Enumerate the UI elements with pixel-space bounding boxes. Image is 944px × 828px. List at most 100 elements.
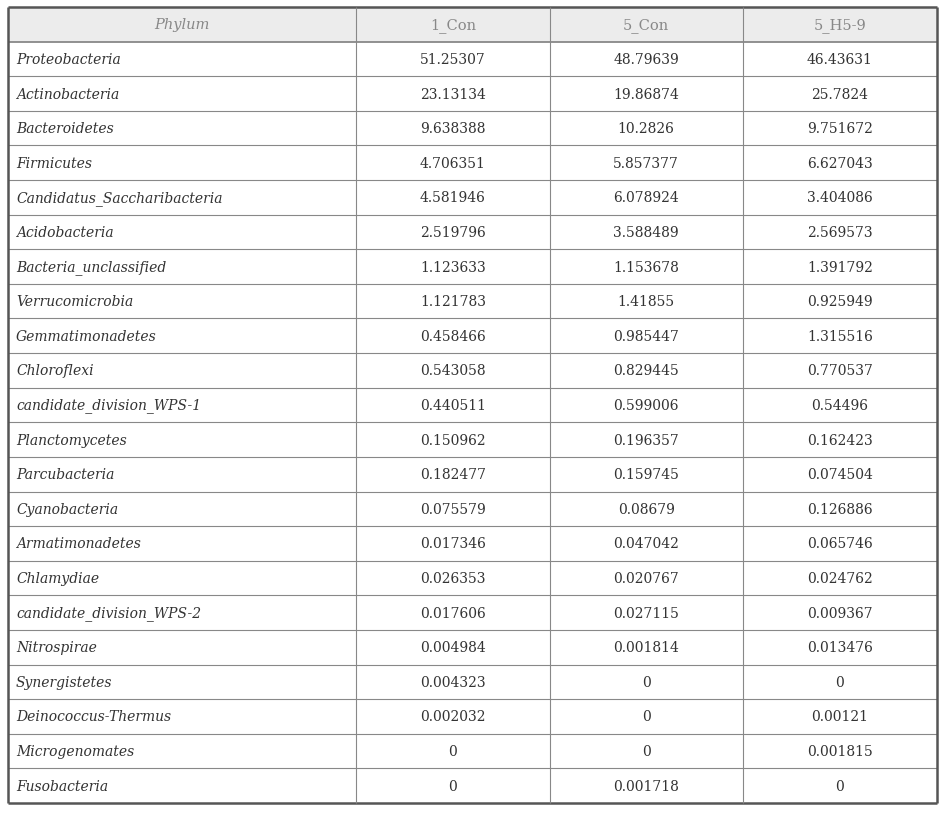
Text: 1.41855: 1.41855 <box>617 295 674 309</box>
Text: 0.150962: 0.150962 <box>420 433 485 447</box>
Bar <box>8 665 936 700</box>
Text: 46.43631: 46.43631 <box>806 53 872 67</box>
Text: 0.075579: 0.075579 <box>420 503 485 516</box>
Text: 0.001814: 0.001814 <box>613 641 679 654</box>
Bar <box>8 700 936 734</box>
Text: 3.404086: 3.404086 <box>806 191 872 205</box>
Text: 0.440511: 0.440511 <box>419 398 485 412</box>
Bar <box>8 112 936 147</box>
Text: 48.79639: 48.79639 <box>613 53 679 67</box>
Text: Phylum: Phylum <box>154 18 210 32</box>
Text: Acidobacteria: Acidobacteria <box>16 226 113 239</box>
Text: 5_Con: 5_Con <box>622 18 668 32</box>
Text: 9.751672: 9.751672 <box>806 122 872 136</box>
Text: 0: 0 <box>448 779 457 792</box>
Bar <box>8 768 936 803</box>
Bar <box>8 8 936 42</box>
Text: 10.2826: 10.2826 <box>617 122 674 136</box>
Bar <box>8 423 936 457</box>
Bar <box>8 388 936 423</box>
Bar <box>8 147 936 181</box>
Bar <box>8 354 936 388</box>
Text: 0.543058: 0.543058 <box>420 364 485 378</box>
Bar <box>8 215 936 250</box>
Text: 0.026353: 0.026353 <box>420 571 485 585</box>
Bar <box>8 250 936 285</box>
Text: 1.391792: 1.391792 <box>806 260 872 274</box>
Text: Bacteria_unclassified: Bacteria_unclassified <box>16 260 166 275</box>
Bar <box>8 492 936 527</box>
Text: 0.985447: 0.985447 <box>613 330 679 344</box>
Text: Microgenomates: Microgenomates <box>16 744 134 758</box>
Text: 0.017606: 0.017606 <box>420 606 485 620</box>
Bar <box>8 181 936 215</box>
Text: 0.162423: 0.162423 <box>806 433 872 447</box>
Text: 6.078924: 6.078924 <box>613 191 679 205</box>
Text: 0.074504: 0.074504 <box>806 468 872 482</box>
Text: 2.519796: 2.519796 <box>420 226 485 239</box>
Text: 0.458466: 0.458466 <box>420 330 485 344</box>
Text: Bacteroidetes: Bacteroidetes <box>16 122 113 136</box>
Bar <box>8 630 936 665</box>
Text: 6.627043: 6.627043 <box>806 156 872 171</box>
Text: Proteobacteria: Proteobacteria <box>16 53 121 67</box>
Text: 0.159745: 0.159745 <box>613 468 679 482</box>
Text: 0: 0 <box>641 710 649 724</box>
Text: 0: 0 <box>834 675 843 689</box>
Text: 1.315516: 1.315516 <box>806 330 872 344</box>
Text: Nitrospirae: Nitrospirae <box>16 641 97 654</box>
Bar <box>8 77 936 112</box>
Text: 4.581946: 4.581946 <box>420 191 485 205</box>
Text: Chloroflexi: Chloroflexi <box>16 364 93 378</box>
Text: 1.153678: 1.153678 <box>613 260 679 274</box>
Bar <box>8 561 936 595</box>
Text: 0.00121: 0.00121 <box>811 710 868 724</box>
Text: Parcubacteria: Parcubacteria <box>16 468 114 482</box>
Text: 19.86874: 19.86874 <box>613 88 679 101</box>
Text: 3.588489: 3.588489 <box>613 226 679 239</box>
Text: candidate_division_WPS-1: candidate_division_WPS-1 <box>16 398 201 413</box>
Text: 0.024762: 0.024762 <box>806 571 872 585</box>
Bar <box>8 285 936 319</box>
Text: Synergistetes: Synergistetes <box>16 675 112 689</box>
Text: 4.706351: 4.706351 <box>420 156 485 171</box>
Text: 1_Con: 1_Con <box>430 18 476 32</box>
Text: 0.001815: 0.001815 <box>806 744 872 758</box>
Text: Chlamydiae: Chlamydiae <box>16 571 99 585</box>
Text: 0: 0 <box>834 779 843 792</box>
Text: Gemmatimonadetes: Gemmatimonadetes <box>16 330 157 344</box>
Bar <box>8 734 936 768</box>
Text: 23.13134: 23.13134 <box>420 88 485 101</box>
Text: 0.002032: 0.002032 <box>420 710 485 724</box>
Text: 0.770537: 0.770537 <box>806 364 872 378</box>
Text: 2.569573: 2.569573 <box>806 226 872 239</box>
Text: Verrucomicrobia: Verrucomicrobia <box>16 295 133 309</box>
Bar <box>8 42 936 77</box>
Text: 0.004323: 0.004323 <box>420 675 485 689</box>
Text: 0: 0 <box>448 744 457 758</box>
Text: 0.001718: 0.001718 <box>613 779 679 792</box>
Text: 0.925949: 0.925949 <box>806 295 872 309</box>
Text: 0.020767: 0.020767 <box>613 571 679 585</box>
Text: 0.599006: 0.599006 <box>613 398 678 412</box>
Text: 0.004984: 0.004984 <box>420 641 485 654</box>
Text: 25.7824: 25.7824 <box>811 88 868 101</box>
Text: Cyanobacteria: Cyanobacteria <box>16 503 118 516</box>
Text: Planctomycetes: Planctomycetes <box>16 433 126 447</box>
Text: 0.126886: 0.126886 <box>806 503 872 516</box>
Text: candidate_division_WPS-2: candidate_division_WPS-2 <box>16 605 201 620</box>
Text: 0: 0 <box>641 744 649 758</box>
Text: Armatimonadetes: Armatimonadetes <box>16 537 141 551</box>
Text: Firmicutes: Firmicutes <box>16 156 92 171</box>
Text: 0.013476: 0.013476 <box>806 641 872 654</box>
Text: 0.065746: 0.065746 <box>806 537 872 551</box>
Text: 0.54496: 0.54496 <box>811 398 868 412</box>
Text: Deinococcus-Thermus: Deinococcus-Thermus <box>16 710 171 724</box>
Text: Candidatus_Saccharibacteria: Candidatus_Saccharibacteria <box>16 190 222 205</box>
Bar <box>8 457 936 492</box>
Bar <box>8 527 936 561</box>
Text: 0.047042: 0.047042 <box>613 537 679 551</box>
Text: 1.123633: 1.123633 <box>420 260 485 274</box>
Text: 0: 0 <box>641 675 649 689</box>
Text: 0.017346: 0.017346 <box>420 537 485 551</box>
